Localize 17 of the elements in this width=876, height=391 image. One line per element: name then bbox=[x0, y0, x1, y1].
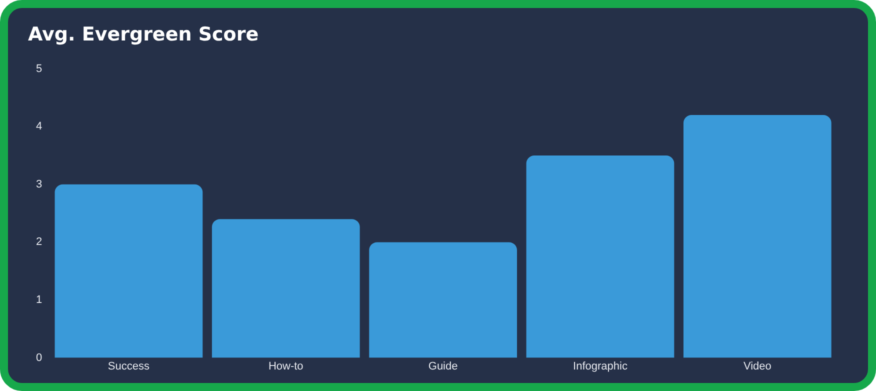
y-tick-label: 3 bbox=[36, 178, 42, 190]
bar bbox=[212, 219, 360, 358]
y-tick-label: 2 bbox=[36, 236, 42, 248]
y-tick-label: 4 bbox=[36, 120, 42, 133]
bar bbox=[683, 115, 832, 358]
y-tick-label: 5 bbox=[36, 62, 42, 75]
x-tick-label: Guide bbox=[428, 360, 458, 372]
bar bbox=[54, 184, 203, 358]
y-tick-label: 1 bbox=[36, 294, 42, 306]
y-tick-label: 0 bbox=[36, 352, 42, 364]
x-tick-label: Success bbox=[108, 360, 150, 372]
bar bbox=[369, 242, 517, 358]
bar bbox=[526, 156, 674, 358]
chart-title: Avg. Evergreen Score bbox=[28, 23, 259, 46]
x-tick-label: Video bbox=[743, 360, 772, 372]
x-tick-label: How-to bbox=[268, 360, 304, 372]
x-tick-label: Infographic bbox=[573, 360, 628, 372]
